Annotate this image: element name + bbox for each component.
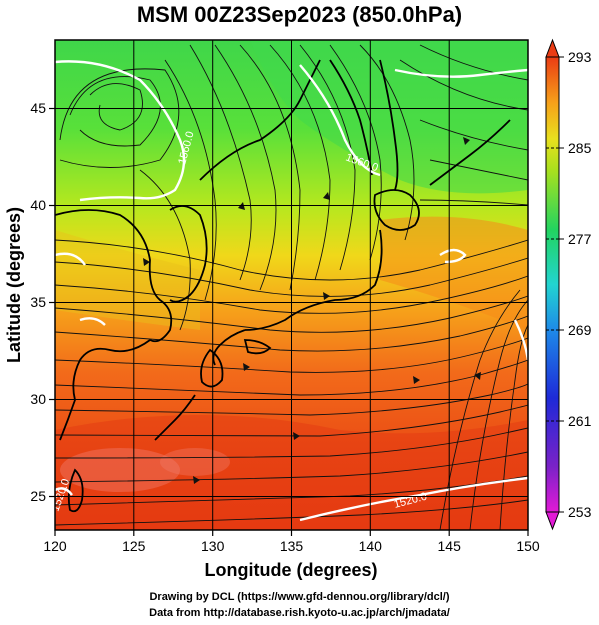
gridlines <box>55 40 528 530</box>
lon-tick-label: 120 <box>43 538 67 554</box>
lon-tick-label: 125 <box>122 538 146 554</box>
lat-tick-label: 35 <box>30 294 46 310</box>
lon-tick-label: 130 <box>201 538 225 554</box>
colorbar-tick-label: 261 <box>568 413 592 429</box>
colorbar-tick-label: 285 <box>568 140 592 156</box>
colorbar-tick-label: 269 <box>568 322 592 338</box>
colorbar-tick-label: 253 <box>568 504 592 520</box>
credit-data: Data from http://database.rish.kyoto-u.a… <box>149 607 450 619</box>
lon-tick-label: 145 <box>438 538 462 554</box>
coastlines <box>55 59 511 513</box>
y-axis-label: Latitude (degrees) <box>4 207 24 363</box>
lat-tick-label: 25 <box>30 488 46 504</box>
credit-drawing: Drawing by DCL (https://www.gfd-dennou.o… <box>149 591 450 603</box>
x-axis-label: Longitude (degrees) <box>204 560 377 580</box>
lat-tick-label: 45 <box>30 100 46 116</box>
lon-tick-labels: 120 125 130 135 140 145 150 <box>43 538 540 554</box>
lon-tick-label: 135 <box>280 538 304 554</box>
colorbar-lower-arrow <box>545 511 560 531</box>
colorbar-tick-label: 293 <box>568 49 592 65</box>
lat-tick-labels: 25 30 35 40 45 <box>30 100 46 504</box>
lon-tick-label: 140 <box>359 538 383 554</box>
lat-tick-label: 40 <box>30 197 46 213</box>
lat-tick-label: 30 <box>30 391 46 407</box>
map-title: MSM 00Z23Sep2023 (850.0hPa) <box>136 2 463 27</box>
stream-arrows <box>143 137 481 484</box>
axis-ticks <box>49 107 529 536</box>
height-contours <box>55 60 528 522</box>
colorbar-upper-arrow <box>545 38 560 58</box>
colorbar-tick-label: 277 <box>568 231 592 247</box>
streamlines <box>55 44 528 530</box>
colorbar: 293 285 277 269 261 253 <box>545 38 592 531</box>
lon-tick-label: 150 <box>516 538 540 554</box>
